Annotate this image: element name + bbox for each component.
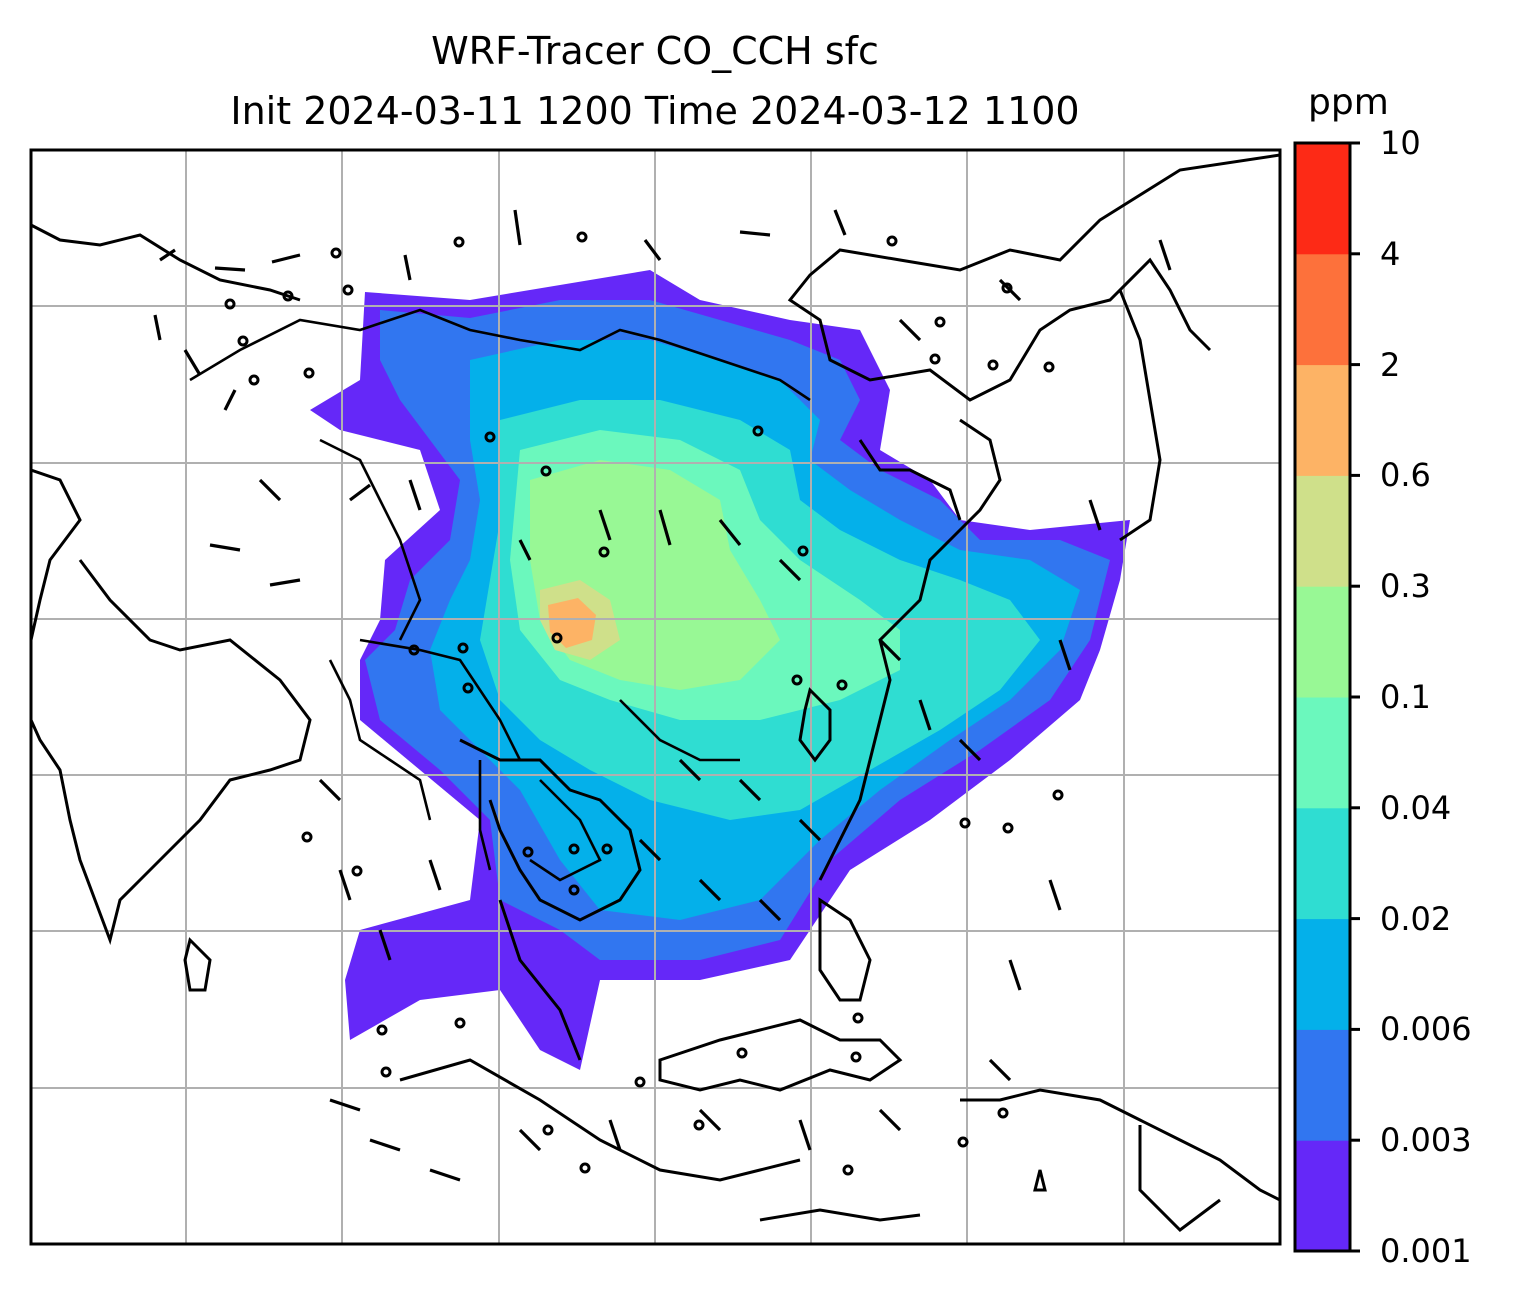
colorbar-segment: [1295, 253, 1350, 366]
tracer-contours: [310, 270, 1130, 1070]
colorbar-tick-label: 0.3: [1380, 567, 1431, 606]
coastlines: [31, 153, 1280, 1232]
colorbar-unit-label: ppm: [1308, 82, 1389, 123]
colorbar-tick-label: 10: [1380, 124, 1421, 162]
colorbar-segment: [1295, 1140, 1350, 1252]
colorbar-ticks: [1350, 141, 1360, 1253]
colorbar-tick-label: 0.006: [1380, 1010, 1472, 1049]
colorbar-segment: [1295, 697, 1350, 809]
colorbar-tick-label: 4: [1380, 234, 1401, 273]
map-subtitle: Init 2024-03-11 1200 Time 2024-03-12 110…: [230, 89, 1080, 133]
colorbar-tick-label: 0.001: [1380, 1232, 1472, 1270]
colorbar-segment: [1295, 586, 1350, 698]
colorbar-segment: [1295, 807, 1350, 920]
colorbar-tick-label: 0.003: [1380, 1121, 1472, 1160]
colorbar-segment: [1295, 918, 1350, 1030]
map-title: WRF-Tracer CO_CCH sfc: [431, 29, 879, 73]
colorbar-segment: [1295, 143, 1350, 255]
calm-wind-circles: [224, 231, 1064, 1176]
wind-barbs: [153, 209, 1172, 1182]
colorbar: [1295, 143, 1350, 1252]
colorbar-segment: [1295, 475, 1350, 587]
country-borders: [189, 308, 811, 882]
colorbar-tick-label: 0.04: [1380, 788, 1452, 827]
colorbar-tick-label: 2: [1380, 345, 1401, 384]
map-border: [29, 148, 1282, 1246]
colorbar-segment: [1295, 364, 1350, 476]
map-content: [31, 150, 1280, 1244]
colorbar-tick-label: 0.02: [1380, 899, 1452, 938]
gridlines: [31, 150, 1280, 1244]
colorbar-segment: [1295, 1029, 1350, 1141]
colorbar-tick-label: 0.1: [1380, 678, 1431, 716]
colorbar-tick-label: 0.6: [1380, 456, 1431, 495]
